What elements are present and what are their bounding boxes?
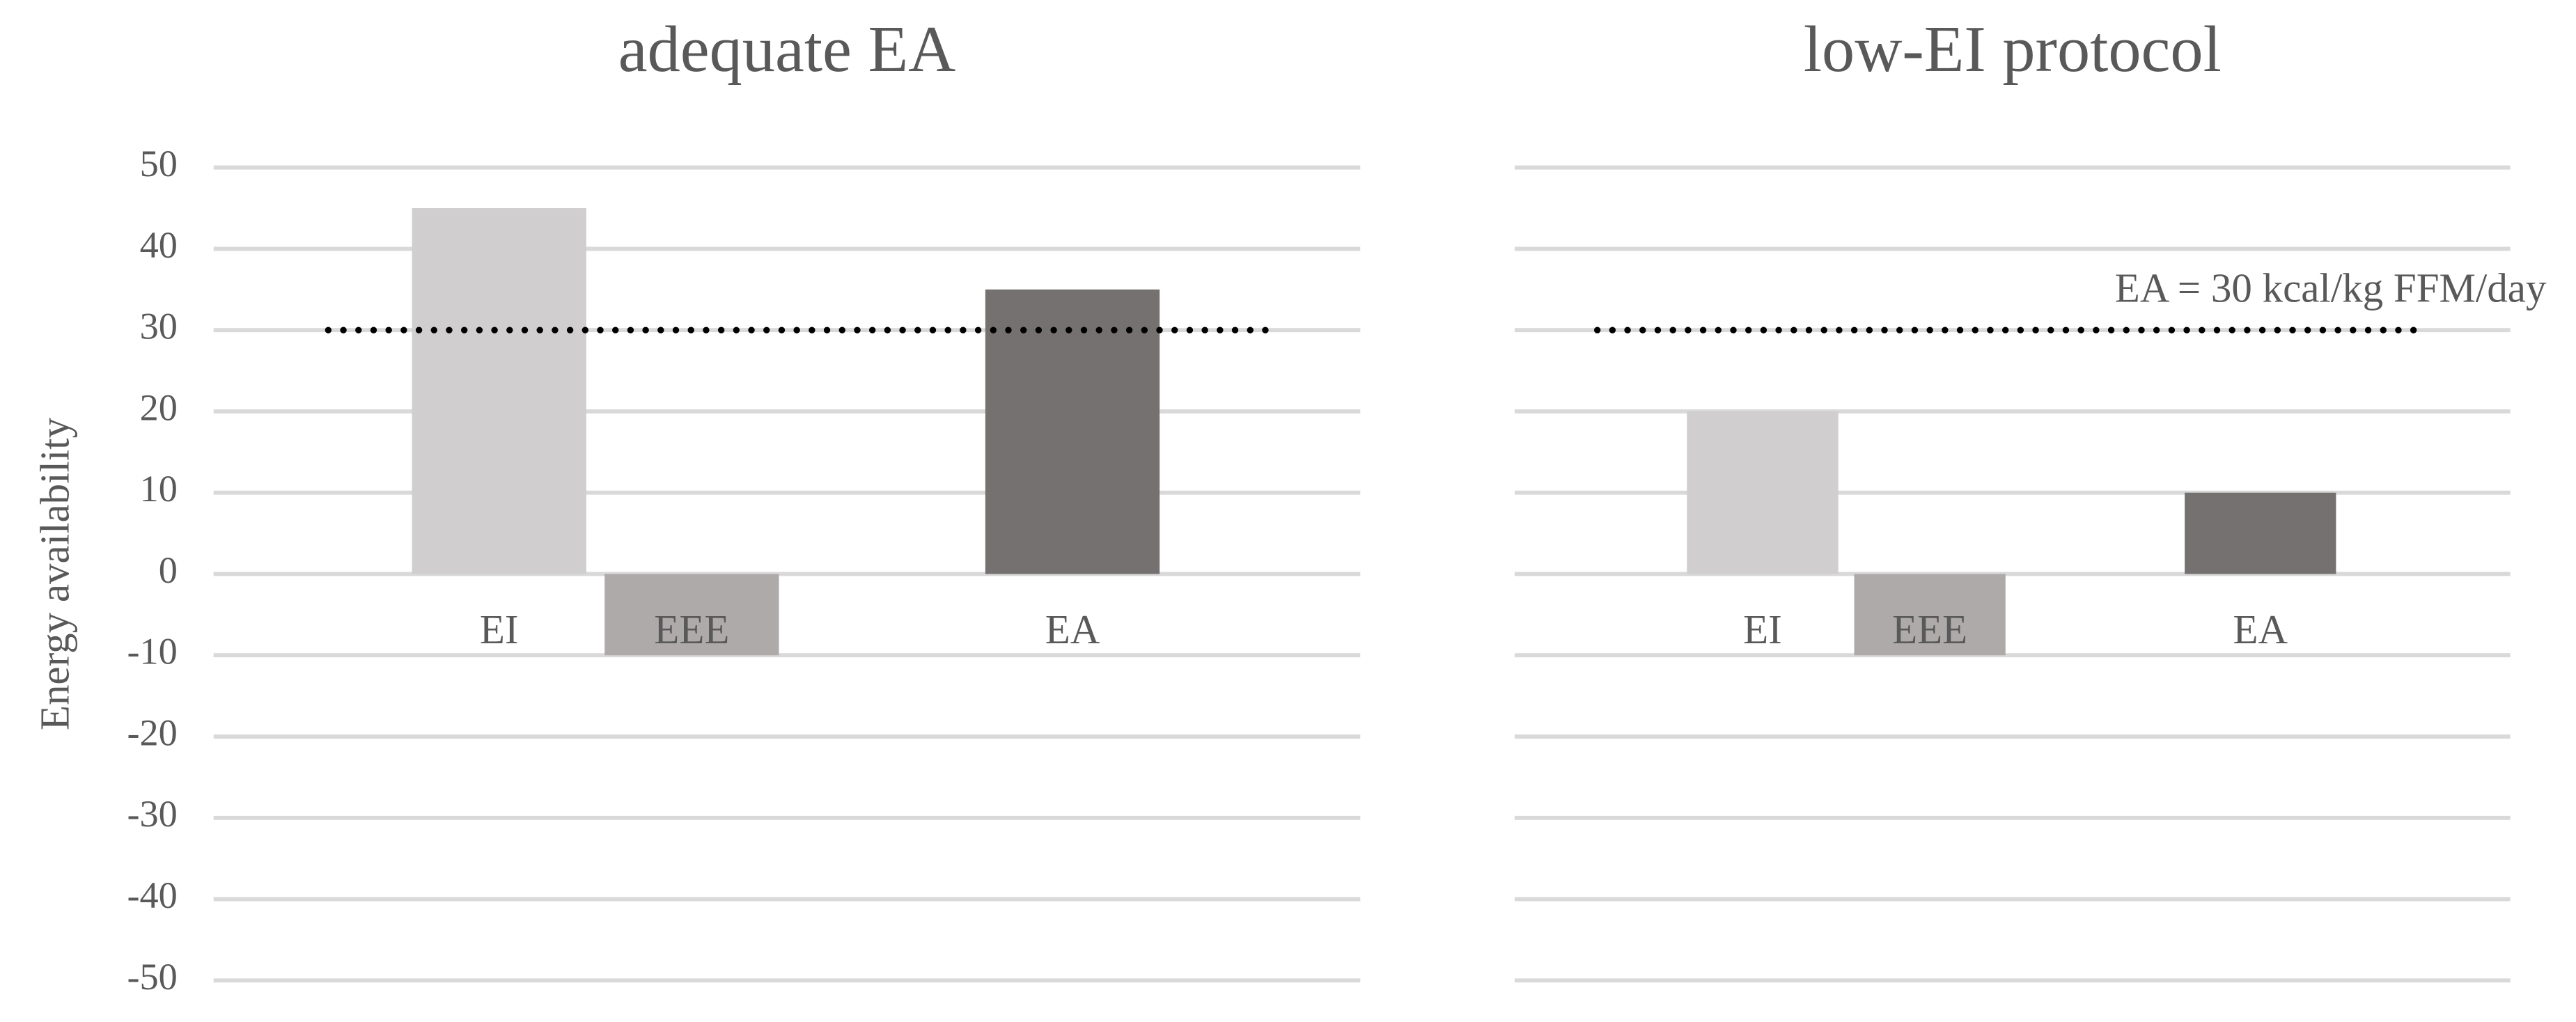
y-tick-label: 20 <box>140 386 178 428</box>
y-tick-label: -10 <box>127 631 177 673</box>
y-tick-label: 10 <box>140 468 178 510</box>
x-tick-label: EA <box>1045 606 1100 652</box>
y-tick-label: -20 <box>127 712 177 753</box>
x-tick-label: EA <box>2233 606 2288 652</box>
chart-title: low-EI protocol <box>1804 13 2222 86</box>
bar <box>604 574 779 656</box>
x-tick-label: EEE <box>654 606 729 652</box>
y-tick-label: -40 <box>127 874 177 916</box>
bar <box>985 289 1160 574</box>
bar <box>1687 411 1839 574</box>
y-tick-label: 0 <box>159 549 178 591</box>
y-axis-label: Energy availability <box>32 417 78 730</box>
bar <box>412 208 586 574</box>
y-tick-label: -50 <box>127 956 177 998</box>
chart-title: adequate EA <box>618 13 956 86</box>
bar <box>2185 492 2336 574</box>
y-tick-label: 50 <box>140 143 178 184</box>
bar <box>1854 574 2006 656</box>
y-tick-label: 30 <box>140 306 178 347</box>
x-tick-label: EEE <box>1892 606 1967 652</box>
y-tick-label: -30 <box>127 793 177 835</box>
x-tick-label: EI <box>480 606 519 652</box>
annotation: EA = 30 kcal/kg FFM/day <box>2115 265 2547 310</box>
x-tick-label: EI <box>1743 606 1782 652</box>
y-tick-label: 40 <box>140 224 178 266</box>
